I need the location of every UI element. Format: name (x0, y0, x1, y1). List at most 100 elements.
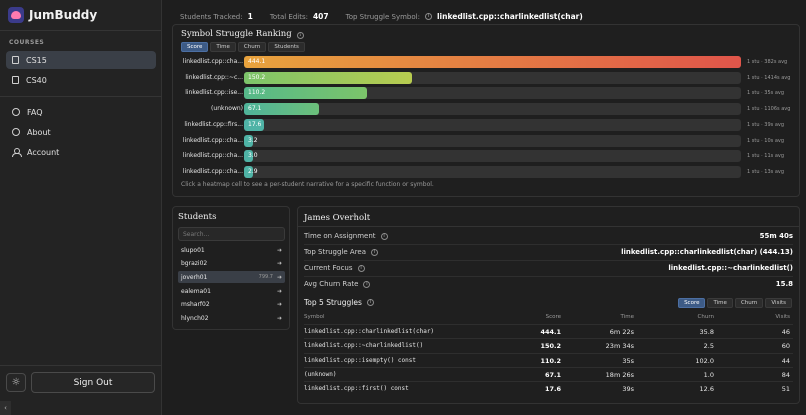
arrow-right-icon: ➜ (276, 287, 282, 295)
info-icon[interactable]: i (296, 32, 304, 39)
tab-churn[interactable]: Churn (237, 42, 267, 52)
cell-visits: 44 (781, 356, 790, 365)
ranking-bar[interactable]: 67.1 (244, 103, 320, 116)
cell-churn: 12.6 (699, 385, 714, 394)
tab-time[interactable]: Time (210, 42, 236, 52)
student-search-input[interactable] (178, 227, 285, 241)
column-header-visits[interactable]: Visits (775, 314, 790, 320)
student-detail-panel: James Overholt Time on Assignment i 55m 40… (297, 206, 800, 404)
theme-toggle-button[interactable]: ☼ (6, 373, 26, 392)
arrow-right-icon: ➜ (276, 246, 282, 254)
tab-visits[interactable]: Visits (765, 298, 792, 308)
detail-field-label-text: Avg Churn Rate (304, 280, 359, 288)
ranking-bar[interactable]: 150.2 (244, 71, 413, 84)
tab-students[interactable]: Students (268, 42, 305, 52)
ranking-row[interactable]: linkedlist.cpp::cha... 3.0 1 stu · 11s avg (173, 150, 801, 163)
ranking-score-label: 2.9 (248, 167, 258, 175)
total-edits-value: 407 (312, 12, 329, 21)
sidebar-item-label: About (27, 127, 51, 137)
detail-field-label: Avg Churn Rate i (304, 280, 375, 288)
sidebar-item-cs15[interactable]: CS15 (6, 51, 156, 69)
student-score: 799.7 (258, 274, 273, 281)
column-header-churn[interactable]: Churn (697, 314, 714, 320)
heart-logo-icon (8, 7, 24, 23)
help-circle-icon (12, 108, 20, 116)
ranking-bar[interactable]: 3.2 (244, 134, 258, 147)
ranking-row[interactable]: linkedlist.cpp::cha... 2.9 1 stu · 13s avg (173, 165, 801, 178)
column-header-time[interactable]: Time (620, 314, 634, 320)
arrow-right-icon: ➜ (276, 273, 282, 281)
tab-score[interactable]: Score (678, 298, 706, 308)
stats-bar: Students Tracked: 1 Total Edits: 407 Top… (180, 12, 583, 21)
table-row[interactable]: (unknown) 67.1 18m 26s 1.0 84 (304, 366, 793, 380)
top-struggle-label: Top Struggle Symbol: (345, 12, 420, 21)
ranking-bar[interactable]: 3.0 (244, 150, 258, 163)
cell-symbol: (unknown) (304, 370, 337, 378)
student-row-bgrazi02[interactable]: bgrazi02 ➜ (178, 258, 285, 270)
student-row-msharf02[interactable]: msharf02 ➜ (178, 299, 285, 311)
ranking-row[interactable]: (unknown) 67.1 1 stu · 1106s avg (173, 103, 801, 116)
sidebar-item-faq[interactable]: FAQ (6, 103, 156, 121)
student-row-joverh01[interactable]: joverh01 799.7 ➜ (178, 271, 285, 284)
ranking-bar[interactable]: 17.6 (244, 118, 264, 131)
student-row-slupo01[interactable]: slupo01 ➜ (178, 244, 285, 256)
detail-field-value: linkedlist.cpp::~charlinkedlist() (668, 264, 793, 272)
column-header-score[interactable]: Score (545, 314, 561, 320)
info-icon[interactable]: i (380, 232, 388, 240)
ranking-symbol-label: linkedlist.cpp::cha... (182, 152, 243, 160)
brand[interactable]: JumBuddy (8, 7, 97, 23)
table-row[interactable]: linkedlist.cpp::charlinkedlist(char) 444.… (304, 324, 793, 337)
cell-score: 67.1 (544, 370, 561, 379)
tab-churn[interactable]: Churn (734, 298, 764, 308)
info-icon[interactable]: i (366, 299, 374, 306)
cell-score: 110.2 (540, 356, 561, 365)
collapse-sidebar-button[interactable]: ‹ (0, 401, 11, 415)
tab-score[interactable]: Score (181, 42, 209, 52)
ranking-bar-track: 150.2 (244, 71, 741, 84)
cell-time: 6m 22s (609, 328, 634, 336)
ranking-row[interactable]: linkedlist.cpp::cha... 444.1 1 stu · 382s … (173, 56, 801, 68)
student-name: bgrazi02 (181, 260, 208, 268)
sidebar-item-label: FAQ (27, 107, 43, 117)
info-icon[interactable]: i (424, 13, 432, 20)
ranking-bar[interactable]: 444.1 (244, 56, 741, 68)
ranking-row[interactable]: linkedlist.cpp::ise... 110.2 1 stu · 35s a… (173, 87, 801, 100)
ranking-row[interactable]: linkedlist.cpp::cha... 3.2 1 stu · 10s avg (173, 134, 801, 147)
info-icon[interactable]: i (363, 280, 371, 288)
cell-visits: 84 (781, 370, 790, 379)
ranking-meta: 1 stu · 1414s avg (747, 74, 791, 81)
info-icon[interactable]: i (371, 248, 379, 256)
ranking-row[interactable]: linkedlist.cpp::~c... 150.2 1 stu · 1414s … (173, 71, 801, 84)
field-divider (304, 276, 793, 277)
ranking-bar[interactable]: 110.2 (244, 87, 368, 100)
info-icon[interactable]: i (357, 264, 365, 272)
sidebar-divider (0, 365, 162, 366)
student-row-ealema01[interactable]: ealema01 ➜ (178, 285, 285, 297)
sidebar-item-account[interactable]: Account (6, 143, 156, 161)
cell-churn: 102.0 (695, 356, 714, 365)
brand-name: JumBuddy (29, 8, 98, 22)
detail-field-label-text: Current Focus (304, 264, 353, 272)
column-header-symbol[interactable]: Symbol (304, 314, 325, 320)
student-name: James Overholt (304, 213, 371, 223)
top5-sort-tabs: Score Time Churn Visits (678, 298, 792, 308)
table-row[interactable]: linkedlist.cpp::isempty() const 110.2 35s 1… (304, 352, 793, 366)
sidebar-item-about[interactable]: About (6, 123, 156, 141)
ranking-row[interactable]: linkedlist.cpp::firs... 17.6 1 stu · 39s a… (173, 118, 801, 131)
ranking-bar-track: 3.0 (244, 150, 741, 163)
ranking-bar-track: 444.1 (244, 56, 741, 68)
ranking-meta: 1 stu · 382s avg (747, 59, 788, 65)
ranking-title-text: Symbol Struggle Ranking (181, 29, 292, 39)
table-row[interactable]: linkedlist.cpp::~charlinkedlist() 150.2 23… (304, 338, 793, 351)
cell-symbol: linkedlist.cpp::~charlinkedlist() (304, 342, 424, 350)
sidebar-item-cs40[interactable]: CS40 (6, 71, 156, 89)
sign-out-button[interactable]: Sign Out (31, 372, 155, 393)
ranking-bar-track: 17.6 (244, 118, 741, 131)
sidebar-divider (0, 96, 162, 97)
detail-field-label-text: Top Struggle Area (304, 248, 367, 256)
ranking-bar[interactable]: 2.9 (244, 165, 258, 178)
tab-time[interactable]: Time (707, 298, 733, 308)
table-row[interactable]: linkedlist.cpp::first() const 17.6 39s 12.6… (304, 381, 793, 394)
student-row-hlynch02[interactable]: hlynch02 ➜ (178, 313, 285, 325)
cell-visits: 46 (781, 328, 790, 336)
